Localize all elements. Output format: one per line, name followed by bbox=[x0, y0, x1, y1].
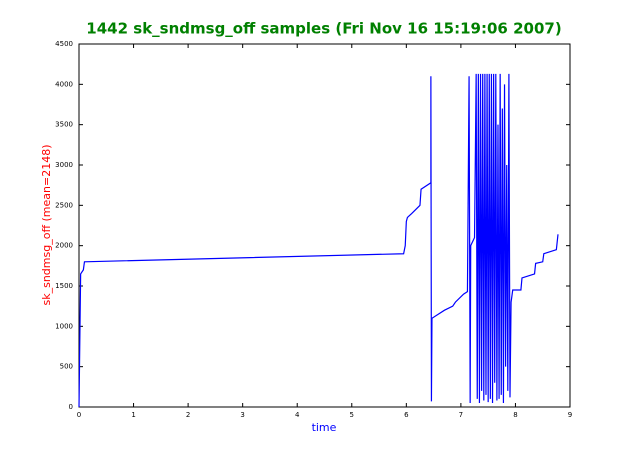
x-tick-label: 8 bbox=[513, 411, 517, 419]
x-tick-label: 2 bbox=[186, 411, 190, 419]
y-tick-label: 4500 bbox=[55, 40, 73, 48]
y-tick-label: 1000 bbox=[55, 322, 73, 330]
y-tick-label: 0 bbox=[69, 403, 73, 411]
chart-title: 1442 sk_sndmsg_off samples (Fri Nov 16 1… bbox=[86, 20, 561, 38]
y-tick-label: 4000 bbox=[55, 80, 73, 88]
y-tick-label: 500 bbox=[60, 363, 73, 371]
x-tick-label: 5 bbox=[350, 411, 354, 419]
y-tick-label: 3500 bbox=[55, 121, 73, 129]
y-tick-label: 2500 bbox=[55, 201, 73, 209]
x-tick-label: 1 bbox=[131, 411, 135, 419]
x-tick-label: 4 bbox=[295, 411, 300, 419]
plot-frame bbox=[78, 43, 571, 408]
x-axis-label: time bbox=[312, 421, 337, 434]
x-tick-label: 9 bbox=[568, 411, 572, 419]
x-tick-label: 3 bbox=[240, 411, 244, 419]
data-line bbox=[78, 73, 559, 408]
x-tick-label: 0 bbox=[77, 411, 81, 419]
x-tick-label: 7 bbox=[459, 411, 463, 419]
y-axis-label: sk_sndmsg_off (mean=2148) bbox=[40, 144, 53, 305]
y-tick-label: 3000 bbox=[55, 161, 73, 169]
y-tick-label: 1500 bbox=[55, 282, 73, 290]
x-tick-label: 6 bbox=[404, 411, 409, 419]
y-tick-label: 2000 bbox=[55, 242, 73, 250]
